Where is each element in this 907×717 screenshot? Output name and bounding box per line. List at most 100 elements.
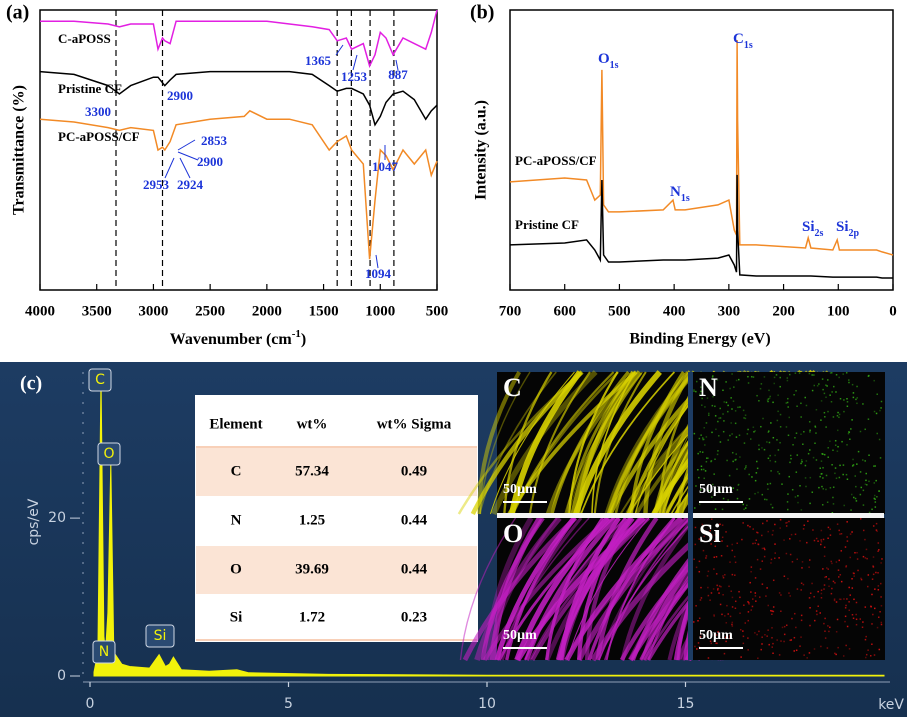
signal-dot [822, 389, 824, 391]
signal-dot [729, 561, 731, 563]
signal-dot [863, 504, 865, 506]
signal-dot [779, 592, 781, 594]
signal-dot [745, 507, 747, 509]
signal-dot [880, 407, 882, 409]
signal-dot [714, 557, 716, 559]
signal-dot [731, 408, 733, 410]
signal-dot [766, 587, 768, 589]
signal-dot [879, 410, 881, 412]
signal-dot [860, 494, 862, 496]
signal-dot [819, 476, 821, 478]
map-element-label: Si [699, 519, 721, 548]
signal-dot [824, 454, 826, 456]
signal-dot [764, 549, 766, 551]
table-cell: 0.44 [401, 561, 428, 577]
signal-dot [799, 540, 801, 542]
signal-dot [732, 597, 734, 599]
signal-dot [779, 654, 781, 656]
signal-dot [841, 550, 843, 552]
signal-dot [738, 484, 740, 486]
signal-dot [694, 507, 696, 509]
peak-orbital: 2s [815, 228, 824, 239]
signal-dot [806, 542, 808, 544]
signal-dot [853, 599, 855, 601]
signal-dot [756, 532, 758, 534]
signal-dot [848, 431, 850, 433]
signal-dot [800, 403, 802, 405]
signal-dot [809, 607, 811, 609]
signal-dot [856, 386, 858, 388]
signal-dot [699, 438, 701, 440]
signal-dot [743, 643, 745, 645]
signal-dot [868, 418, 870, 420]
signal-dot [824, 584, 826, 586]
signal-dot [743, 504, 745, 506]
signal-dot [723, 498, 725, 500]
signal-dot [716, 556, 718, 558]
signal-dot [805, 486, 807, 488]
signal-dot [831, 588, 833, 590]
signal-dot [838, 377, 840, 379]
signal-dot [860, 618, 862, 620]
signal-dot [736, 380, 738, 382]
signal-dot [800, 636, 802, 638]
signal-dot [724, 401, 726, 403]
signal-dot [747, 601, 749, 603]
signal-dot [806, 460, 808, 462]
signal-dot [762, 583, 764, 585]
table-cell: 39.69 [295, 561, 329, 577]
signal-dot [693, 559, 695, 561]
signal-dot [737, 489, 739, 491]
signal-dot [873, 566, 875, 568]
signal-dot [701, 404, 703, 406]
signal-dot [803, 654, 805, 656]
signal-dot [723, 577, 725, 579]
signal-dot [830, 372, 832, 374]
signal-dot [795, 372, 797, 374]
signal-dot [803, 528, 805, 530]
signal-dot [835, 654, 837, 656]
signal-dot [697, 453, 699, 455]
signal-dot [792, 561, 794, 563]
signal-dot [733, 487, 735, 489]
signal-dot [863, 490, 865, 492]
signal-dot [761, 643, 763, 645]
signal-dot [787, 398, 789, 400]
map-element-label: N [699, 373, 718, 402]
signal-dot [835, 391, 837, 393]
signal-dot [799, 645, 801, 647]
signal-dot [814, 620, 816, 622]
signal-dot [845, 616, 847, 618]
signal-dot [769, 455, 771, 457]
signal-dot [824, 412, 826, 414]
signal-dot [855, 614, 857, 616]
signal-dot [795, 496, 797, 498]
signal-dot [878, 542, 880, 544]
signal-dot [780, 426, 782, 428]
signal-dot [876, 393, 878, 395]
signal-dot [817, 591, 819, 593]
signal-dot [727, 411, 729, 413]
signal-dot [862, 627, 864, 629]
signal-dot [801, 620, 803, 622]
signal-dot [823, 588, 825, 590]
signal-dot [762, 548, 764, 550]
series-label: PC-aPOSS/CF [58, 129, 140, 144]
signal-dot [706, 422, 708, 424]
signal-dot [874, 498, 876, 500]
signal-dot [846, 536, 848, 538]
signal-dot [809, 431, 811, 433]
signal-dot [706, 461, 708, 463]
signal-dot [837, 523, 839, 525]
x-tick-label: 600 [553, 303, 576, 319]
peak-label: 2853 [201, 133, 228, 148]
signal-dot [727, 439, 729, 441]
table-cell: 0.23 [401, 609, 427, 625]
signal-dot [872, 614, 874, 616]
signal-dot [847, 626, 849, 628]
signal-dot [701, 466, 703, 468]
signal-dot [825, 637, 827, 639]
signal-dot [820, 544, 822, 546]
signal-dot [846, 474, 848, 476]
signal-dot [717, 454, 719, 456]
